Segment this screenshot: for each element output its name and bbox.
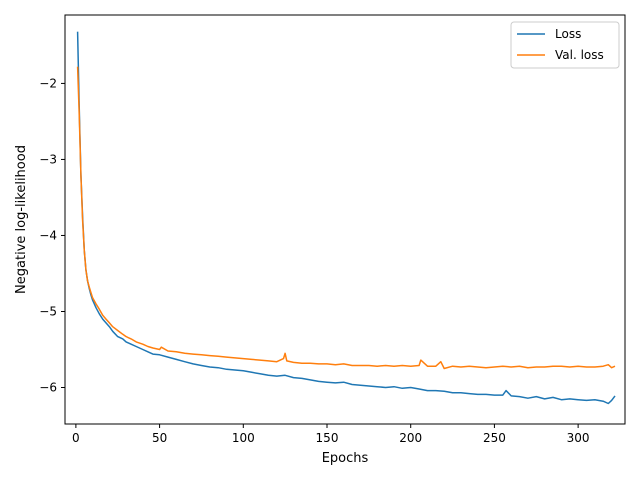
x-tick-label: 0 (72, 431, 80, 445)
y-axis-ticks: −6 −5 −4 −3 −2 (39, 76, 65, 395)
x-tick-label: 250 (483, 431, 506, 445)
y-axis-label: Negative log-likelihood (14, 145, 29, 294)
legend-label-2: Val. loss (555, 48, 604, 62)
x-tick-label: 300 (567, 431, 590, 445)
x-axis-ticks: 0 50 100 150 200 250 300 (72, 424, 590, 445)
y-tick-label: −3 (39, 152, 57, 166)
legend: Loss Val. loss (510, 21, 620, 69)
x-tick-label: 50 (152, 431, 167, 445)
legend-label-1: Loss (555, 27, 581, 41)
x-tick-label: 150 (316, 431, 339, 445)
axes-frame (64, 14, 626, 425)
x-tick-label: 100 (232, 431, 255, 445)
series-line-1 (76, 31, 616, 405)
y-tick-label: −2 (39, 76, 57, 90)
series-line-2 (76, 66, 616, 370)
y-tick-label: −5 (39, 304, 57, 318)
x-tick-label: 200 (399, 431, 422, 445)
y-tick-label: −6 (39, 381, 57, 395)
y-tick-label: −4 (39, 228, 57, 242)
x-axis-label: Epochs (322, 451, 369, 466)
series-layer (76, 31, 616, 405)
